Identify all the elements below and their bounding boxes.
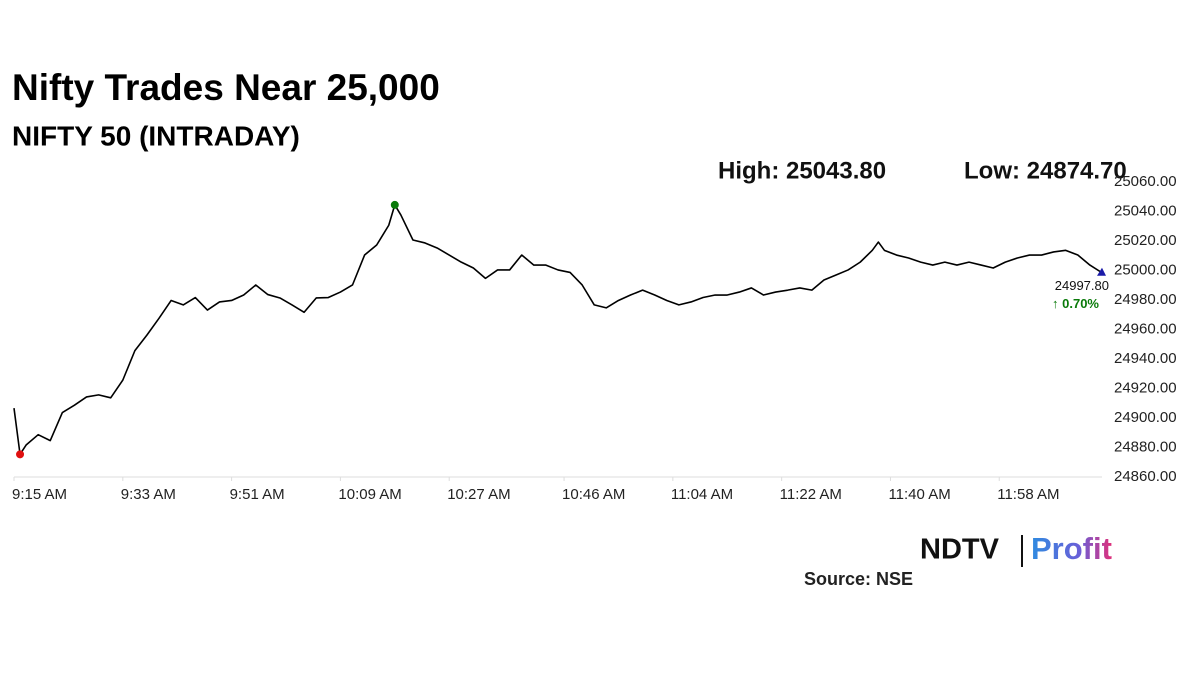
y-tick-label: 25060.00 [1114,173,1177,190]
y-tick-label: 24980.00 [1114,291,1177,308]
x-tick-label: 9:15 AM [12,486,67,503]
change-label: ↑ 0.70% [1052,296,1099,311]
chart-title: Nifty Trades Near 25,000 [12,67,440,108]
x-tick-label: 11:58 AM [997,486,1059,503]
high-marker [390,200,399,209]
y-tick-label: 24900.00 [1114,409,1177,426]
y-tick-label: 24940.00 [1114,350,1177,367]
logo-product: Profit [1031,531,1112,566]
low-text: Low: 24874.70 [964,157,1127,184]
source: Source: NSE [804,569,913,589]
x-tick-label: 9:51 AM [230,486,285,503]
x-tick-label: 10:27 AM [447,486,510,503]
y-tick-label: 25000.00 [1114,261,1177,278]
x-tick-label: 11:22 AM [780,486,842,503]
y-tick-label: 24960.00 [1114,320,1177,337]
x-tick-label: 11:40 AM [888,486,950,503]
chart-subtitle: NIFTY 50 (INTRADAY) [12,120,300,151]
x-tick-label: 10:09 AM [338,486,401,503]
x-tick-label: 10:46 AM [562,486,625,503]
x-tick-label: 9:33 AM [121,486,176,503]
price-line [13,204,1103,456]
x-tick-label: 11:04 AM [671,486,733,503]
last-marker [1097,267,1106,276]
y-tick-label: 25040.00 [1114,202,1177,219]
y-tick-label: 24860.00 [1114,468,1177,485]
y-tick-label: 24880.00 [1114,438,1177,455]
last-value-label: 24997.80 [1055,278,1109,293]
y-tick-label: 25020.00 [1114,232,1177,249]
high-text: High: 25043.80 [718,157,886,184]
logo-brand: NDTV [920,534,1000,566]
y-tick-label: 24920.00 [1114,379,1177,396]
low-marker [16,450,25,459]
